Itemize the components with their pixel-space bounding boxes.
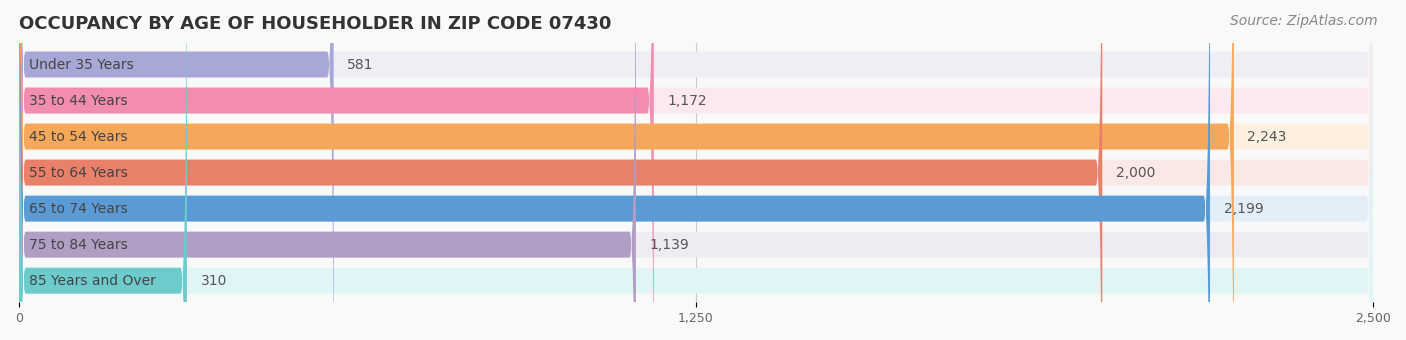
Text: 65 to 74 Years: 65 to 74 Years <box>28 202 128 216</box>
Text: 45 to 54 Years: 45 to 54 Years <box>28 130 128 143</box>
FancyBboxPatch shape <box>20 0 1374 340</box>
FancyBboxPatch shape <box>20 0 1211 340</box>
FancyBboxPatch shape <box>20 0 1374 340</box>
Text: 310: 310 <box>201 274 226 288</box>
FancyBboxPatch shape <box>20 0 333 340</box>
FancyBboxPatch shape <box>20 0 1374 340</box>
FancyBboxPatch shape <box>20 0 1374 340</box>
FancyBboxPatch shape <box>20 0 654 340</box>
FancyBboxPatch shape <box>20 0 1374 340</box>
Text: OCCUPANCY BY AGE OF HOUSEHOLDER IN ZIP CODE 07430: OCCUPANCY BY AGE OF HOUSEHOLDER IN ZIP C… <box>20 15 612 33</box>
Text: 55 to 64 Years: 55 to 64 Years <box>28 166 128 180</box>
FancyBboxPatch shape <box>20 0 187 340</box>
Text: 85 Years and Over: 85 Years and Over <box>28 274 156 288</box>
Text: 1,139: 1,139 <box>650 238 689 252</box>
Text: 35 to 44 Years: 35 to 44 Years <box>28 94 128 107</box>
FancyBboxPatch shape <box>20 0 1374 340</box>
FancyBboxPatch shape <box>20 0 1102 340</box>
Text: 2,000: 2,000 <box>1116 166 1156 180</box>
Text: Under 35 Years: Under 35 Years <box>28 57 134 71</box>
Text: 2,199: 2,199 <box>1223 202 1264 216</box>
FancyBboxPatch shape <box>20 0 636 340</box>
Text: 2,243: 2,243 <box>1247 130 1286 143</box>
Text: 581: 581 <box>347 57 374 71</box>
Text: 1,172: 1,172 <box>668 94 707 107</box>
FancyBboxPatch shape <box>20 0 1374 340</box>
Text: Source: ZipAtlas.com: Source: ZipAtlas.com <box>1230 14 1378 28</box>
FancyBboxPatch shape <box>20 0 1234 340</box>
Text: 75 to 84 Years: 75 to 84 Years <box>28 238 128 252</box>
